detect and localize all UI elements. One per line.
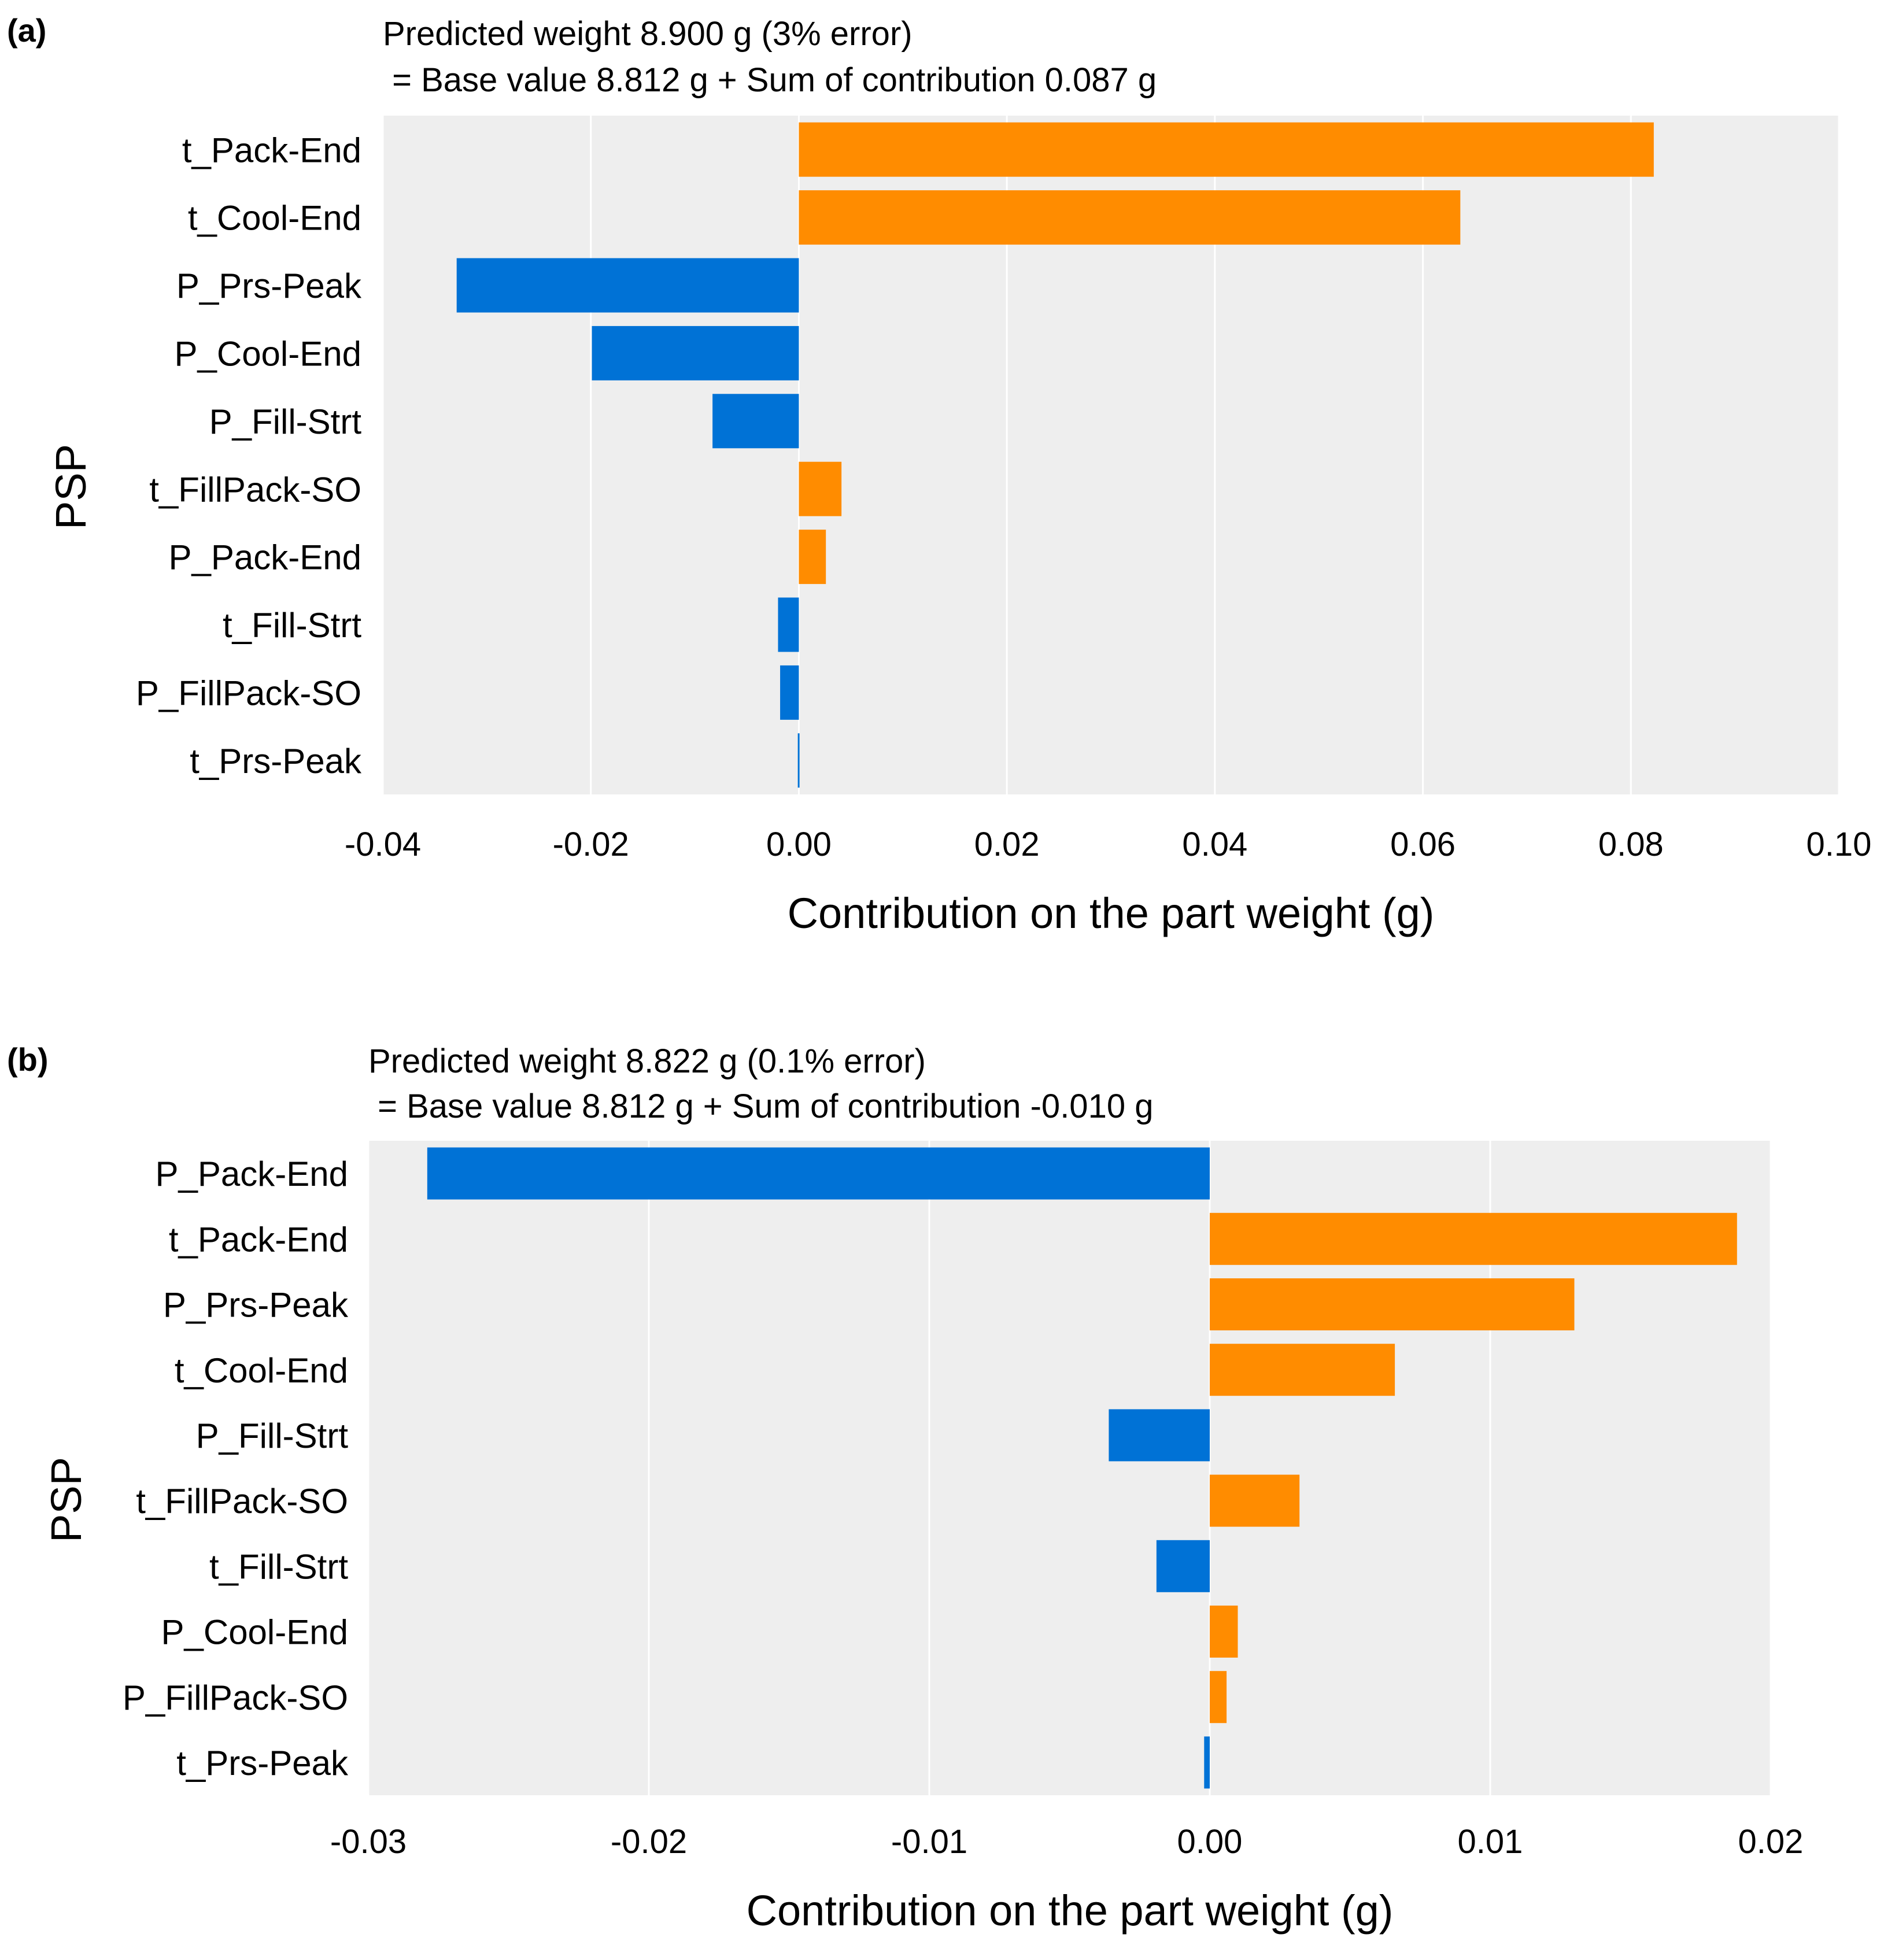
panel-b-bar-t_pack-end [1210,1212,1737,1265]
panel-b-category-label: t_FillPack-SO [136,1482,348,1521]
panel-b-x-tick-label: -0.01 [891,1823,967,1861]
panel-b-label: (b) [7,1041,49,1078]
panel-a-category-label: t_Pack-End [182,131,361,169]
panel-a-bar-t_fillpack-so [799,461,842,516]
panel-a-x-tick-label: -0.04 [345,826,421,863]
panel-a-x-tick-label: 0.04 [1182,826,1247,863]
panel-a-category-label: P_Fill-Strt [209,402,362,441]
panel-a-bars [456,122,1654,788]
panel-b-tick-labels: -0.03 -0.02 -0.01 0.00 0.01 0.02 [330,1823,1804,1861]
panel-b-category-label: t_Prs-Peak [176,1744,349,1783]
panel-b-bar-p_fill-strt [1109,1409,1210,1462]
panel-b-category-label: t_Fill-Strt [209,1547,348,1586]
panel-b-category-label: t_Cool-End [175,1351,348,1390]
panel-b-x-tick-label: -0.03 [330,1823,407,1861]
panel-a-category-label: t_Cool-End [188,199,361,238]
panel-a-bar-t_prs-peak [797,733,800,788]
panel-a-x-axis-label: Contribution on the part weight (g) [788,889,1435,937]
panel-b-title-line1: Predicted weight 8.822 g (0.1% error) [368,1042,926,1080]
panel-b-bar-t_prs-peak [1204,1736,1210,1789]
panel-a-category-label: P_Pack-End [168,538,361,577]
panel-a-bar-p_pack-end [799,530,826,585]
panel-a: (a) Predicted weight 8.900 g (3% error) … [7,12,1871,937]
panel-a-bar-t_pack-end [799,122,1654,177]
panel-a-bar-p_prs-peak [456,258,799,313]
panel-b-bar-t_fillpack-so [1210,1474,1300,1527]
panel-b-bar-p_prs-peak [1210,1278,1575,1330]
panel-a-x-tick-label: 0.10 [1807,826,1872,863]
panel-b-category-label: P_Cool-End [161,1613,348,1652]
panel-a-bar-t_fill-strt [778,597,799,652]
panel-b-category-label: t_Pack-End [169,1220,348,1259]
panel-a-bar-p_cool-end [592,326,799,380]
panel-a-x-tick-label: 0.06 [1390,826,1456,863]
panel-b-bar-p_pack-end [427,1147,1210,1200]
panel-b-bar-p_cool-end [1210,1606,1238,1658]
panel-b-y-axis-label: PSP [42,1457,90,1543]
panel-a-x-tick-label: 0.00 [766,826,832,863]
panel-b-category-label: P_FillPack-SO [123,1678,348,1717]
panel-a-bar-t_cool-end [799,190,1461,245]
panel-a-x-tick-label: -0.02 [553,826,629,863]
panel-b-x-tick-label: 0.00 [1177,1823,1243,1861]
panel-a-x-tick-label: 0.08 [1598,826,1664,863]
panel-a-title-line2: = Base value 8.812 g + Sum of contributi… [383,61,1157,99]
panel-a-category-label: P_FillPack-SO [136,674,361,713]
panel-a-category-label: t_Prs-Peak [190,742,362,781]
panel-b-bar-t_cool-end [1210,1344,1395,1396]
panel-b-x-axis-label: Contribution on the part weight (g) [747,1887,1394,1935]
panel-a-bar-p_fill-strt [712,394,799,449]
panel-a-category-labels: t_Pack-End t_Cool-End P_Prs-Peak P_Cool-End… [136,131,362,781]
panel-b-category-label: P_Prs-Peak [163,1286,349,1325]
panel-a-tick-labels: -0.04 -0.02 0.00 0.02 0.04 0.06 0.08 0.10 [345,826,1872,863]
panel-a-category-label: P_Cool-End [174,335,361,373]
panel-b-category-label: P_Fill-Strt [196,1417,349,1455]
panel-a-category-label: t_FillPack-SO [149,470,361,509]
panel-b-category-labels: P_Pack-End t_Pack-End P_Prs-Peak t_Cool-End… [123,1155,349,1783]
panel-a-bar-p_fillpack-so [780,665,799,720]
panel-b-x-tick-label: 0.01 [1458,1823,1523,1861]
panel-b-title-line2: = Base value 8.812 g + Sum of contributi… [368,1088,1153,1125]
panel-b-x-tick-label: -0.02 [611,1823,687,1861]
panel-b-x-tick-label: 0.02 [1738,1823,1804,1861]
panel-a-title-line1: Predicted weight 8.900 g (3% error) [383,15,913,53]
panel-b-bar-p_fillpack-so [1210,1671,1227,1724]
panel-a-label: (a) [7,12,46,49]
panel-a-category-label: P_Prs-Peak [176,267,362,305]
panel-b: (b) Predicted weight 8.822 g (0.1% error… [7,1041,1803,1935]
panel-a-y-axis-label: PSP [47,444,95,530]
panel-b-category-label: P_Pack-End [155,1155,348,1193]
panel-a-x-tick-label: 0.02 [974,826,1040,863]
panel-a-category-label: t_Fill-Strt [223,606,361,645]
panel-b-bar-t_fill-strt [1156,1540,1210,1592]
panel-b-bars [427,1147,1737,1789]
